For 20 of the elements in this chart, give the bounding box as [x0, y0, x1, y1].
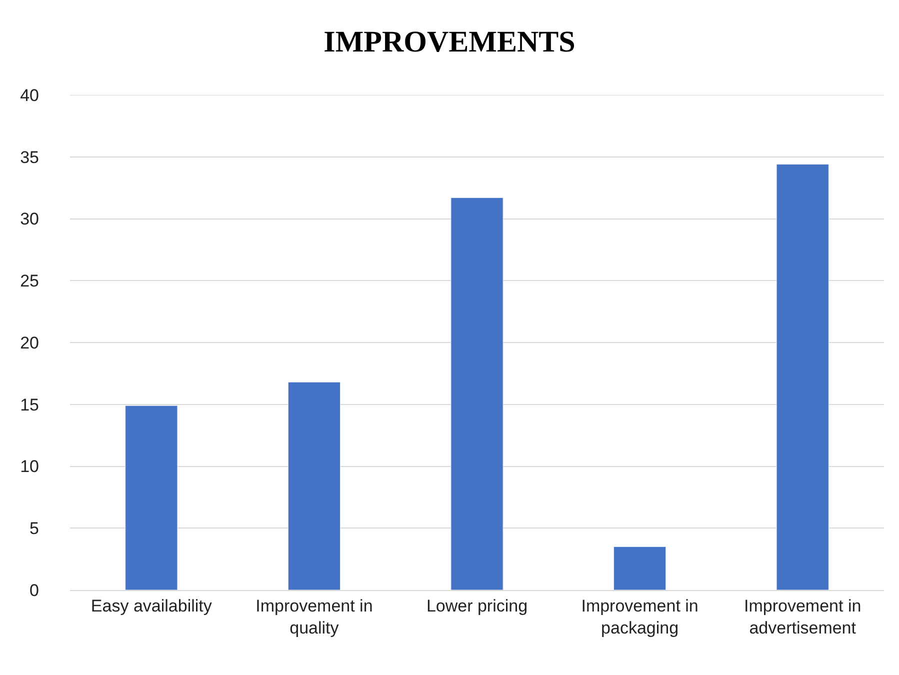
y-tick-label: 20 — [20, 333, 39, 352]
x-tick-label: Improvement in packaging — [581, 596, 698, 638]
bar — [288, 382, 340, 590]
bar — [450, 197, 504, 590]
y-tick-label: 25 — [20, 272, 39, 291]
y-tick-label: 40 — [20, 86, 39, 105]
x-tick-label: Easy availability — [90, 596, 212, 616]
x-tick-label: Improvement in advertisement — [744, 596, 862, 638]
y-tick-label: 5 — [30, 519, 39, 538]
bar — [776, 164, 829, 590]
y-tick-label: 30 — [20, 210, 39, 229]
y-tick-label: 15 — [20, 395, 39, 414]
y-tick-label: 10 — [20, 457, 39, 476]
x-tick-label: Improvement in quality — [256, 596, 373, 638]
y-tick-label: 35 — [20, 148, 39, 167]
bar — [614, 546, 666, 590]
y-tick-label: 0 — [30, 580, 39, 600]
x-tick-label: Lower pricing — [426, 596, 528, 616]
chart-title: IMPROVEMENTS — [324, 25, 576, 58]
bar — [125, 405, 178, 590]
